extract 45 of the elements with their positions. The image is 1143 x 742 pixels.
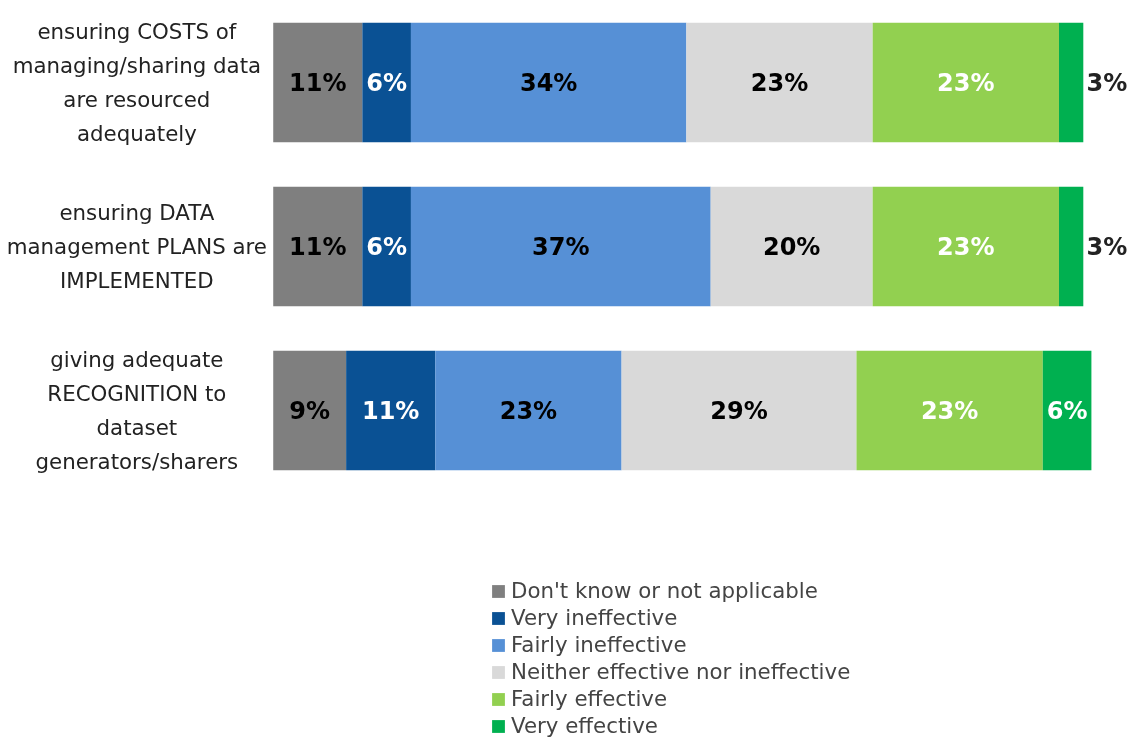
data-label: 11% — [289, 232, 347, 261]
bar — [686, 22, 873, 143]
bar — [362, 186, 411, 307]
y-tick-label: ensuring DATA management PLANS are IMPLEMENTED — [6, 200, 267, 293]
data-label: 6% — [366, 68, 408, 97]
data-label: 34% — [519, 68, 578, 97]
legend-label: Don't know or not applicable — [511, 578, 818, 603]
data-label: 20% — [762, 232, 821, 261]
data-label: 23% — [937, 232, 995, 261]
data-label: 6% — [366, 232, 408, 261]
legend-label: Fairly effective — [511, 686, 668, 711]
bar — [856, 350, 1043, 471]
data-label: 23% — [750, 68, 809, 97]
y-tick-label: giving adequate RECOGNITION to dataset generators/sharers — [35, 347, 239, 474]
data-label: 29% — [710, 396, 768, 425]
bar — [435, 350, 622, 471]
legend-label: Very effective — [511, 713, 658, 738]
legend-label: Fairly ineffective — [511, 632, 687, 657]
legend-label: Very ineffective — [511, 605, 678, 630]
data-label: 3% — [1086, 68, 1128, 97]
data-label: 23% — [920, 396, 979, 425]
data-label: 11% — [361, 396, 420, 425]
bar — [621, 350, 857, 471]
bar — [273, 186, 363, 307]
bar — [1042, 350, 1092, 471]
bar — [1059, 186, 1084, 307]
data-label: 23% — [499, 396, 558, 425]
bar — [346, 350, 436, 471]
bar — [872, 22, 1060, 143]
bar — [410, 186, 711, 307]
legend-label: Neither effective nor ineffective — [511, 659, 851, 684]
data-label: 9% — [289, 396, 331, 425]
data-label: 23% — [937, 68, 995, 97]
y-tick-label: ensuring COSTS of managing/sharing data are resourced adequately — [12, 19, 262, 146]
data-label: 37% — [532, 232, 590, 261]
bar — [273, 22, 363, 143]
data-label: 11% — [289, 68, 347, 97]
bar — [710, 186, 873, 307]
bar — [273, 350, 347, 471]
bar — [1059, 22, 1084, 143]
data-label: 6% — [1046, 396, 1088, 425]
bar — [872, 186, 1060, 307]
data-label: 3% — [1086, 232, 1128, 261]
bar — [410, 22, 687, 143]
bar — [362, 22, 411, 143]
